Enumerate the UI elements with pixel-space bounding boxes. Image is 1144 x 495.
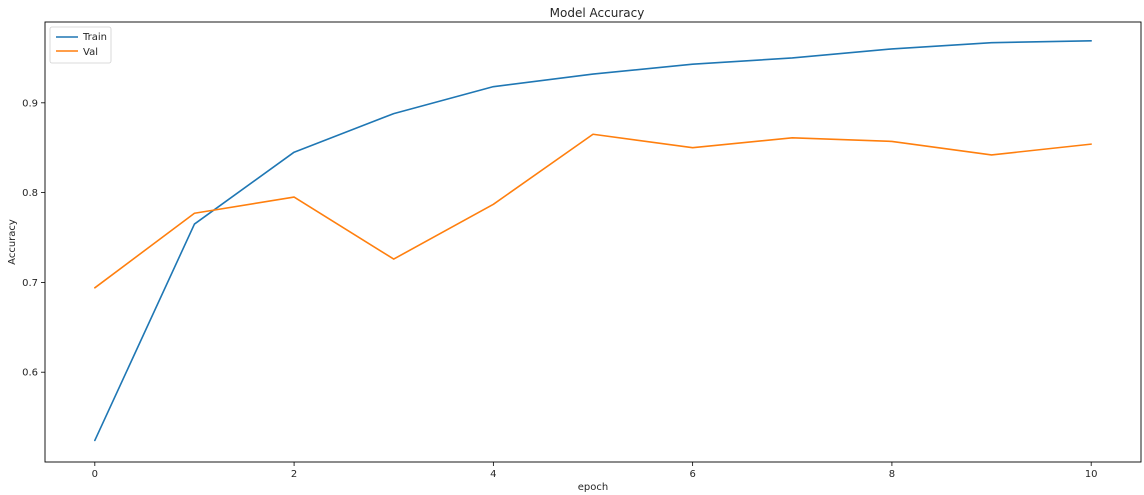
- x-tick-label: 2: [291, 469, 297, 480]
- x-axis-title: epoch: [578, 482, 608, 493]
- x-tick-label: 0: [92, 469, 98, 480]
- y-tick-label: 0.6: [22, 368, 38, 379]
- axes-frame: [44, 21, 1142, 463]
- y-tick-label: 0.8: [22, 188, 38, 199]
- series-line-train: [94, 40, 1092, 442]
- x-tick-label: 4: [490, 469, 496, 480]
- plot-area: 0 2 4 6 8 10 0.6 0.7 0.8 0.9: [22, 21, 1142, 480]
- y-tick-label: 0.7: [22, 278, 38, 289]
- y-axis-title: Accuracy: [7, 219, 18, 265]
- series-line-val: [94, 133, 1092, 289]
- legend: Train Val: [49, 26, 112, 64]
- chart-title: Model Accuracy: [550, 6, 645, 20]
- x-tick-label: 10: [1085, 469, 1098, 480]
- x-tick-label: 6: [689, 469, 695, 480]
- y-tick-label: 0.9: [22, 98, 38, 109]
- x-axis-ticks: 0 2 4 6 8 10: [92, 462, 1098, 480]
- x-tick-label: 8: [889, 469, 895, 480]
- series-layer: [94, 40, 1092, 442]
- legend-label-train: Train: [82, 32, 107, 43]
- legend-label-val: Val: [83, 47, 98, 58]
- y-axis-ticks: 0.6 0.7 0.8 0.9: [22, 98, 45, 379]
- legend-box: [49, 26, 112, 64]
